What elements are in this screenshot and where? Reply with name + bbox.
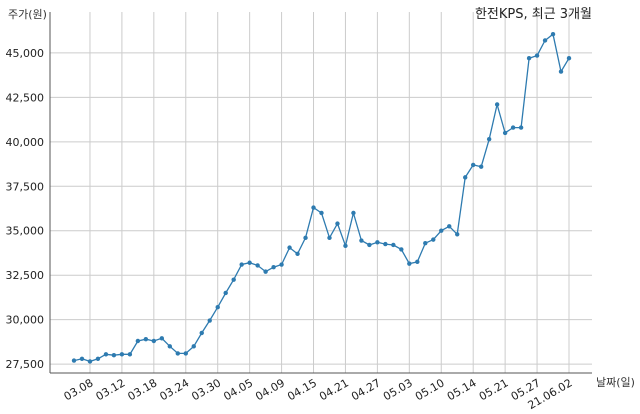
- data-point: [175, 351, 180, 356]
- x-tick-label: 05.21: [477, 376, 511, 403]
- data-point: [95, 356, 101, 361]
- data-point: [359, 238, 364, 243]
- data-point: [159, 336, 165, 341]
- data-point: [87, 359, 93, 364]
- data-point: [271, 264, 276, 270]
- data-point: [566, 56, 572, 61]
- data-point: [526, 56, 532, 61]
- x-tick-label: 04.21: [317, 376, 351, 403]
- data-point: [71, 358, 77, 363]
- data-point: [303, 235, 308, 241]
- data-point: [375, 240, 380, 245]
- data-point: [79, 356, 85, 361]
- data-point: [231, 277, 236, 282]
- y-axis-title: 주가(원): [8, 8, 47, 21]
- data-point: [111, 353, 117, 358]
- x-tick-label: 04.05: [221, 376, 255, 403]
- data-point: [407, 261, 412, 266]
- data-point: [239, 262, 244, 267]
- data-point: [295, 251, 300, 257]
- price-line: [73, 33, 570, 363]
- data-point: [431, 237, 436, 242]
- chart-title: 한전KPS, 최근 3개월: [475, 7, 592, 22]
- x-tick-label: 05.14: [445, 376, 479, 403]
- x-axis-title: 날짜(일): [596, 375, 635, 389]
- data-point: [279, 262, 284, 267]
- data-point: [167, 344, 173, 349]
- data-point: [510, 125, 516, 130]
- data-point: [494, 102, 500, 107]
- data-point: [135, 338, 141, 344]
- y-tick-label: 40,000: [6, 136, 45, 149]
- data-point: [423, 240, 428, 246]
- data-point: [447, 224, 452, 229]
- data-point: [478, 164, 484, 169]
- data-point: [518, 125, 524, 130]
- data-point: [263, 269, 268, 274]
- data-point: [351, 210, 356, 216]
- y-tick-label: 32,500: [6, 269, 45, 282]
- data-point: [311, 205, 316, 210]
- data-point: [327, 235, 332, 241]
- price-series: [71, 32, 572, 364]
- data-point: [127, 352, 133, 357]
- data-point: [383, 241, 388, 247]
- y-tick-label: 42,500: [6, 91, 45, 104]
- x-tick-label: 03.08: [62, 376, 96, 403]
- data-point: [287, 245, 292, 250]
- y-tick-label: 30,000: [6, 314, 45, 327]
- x-tick-label: 05.03: [381, 376, 415, 403]
- data-point: [199, 330, 204, 336]
- data-point: [502, 130, 508, 136]
- x-tick-label: 03.30: [189, 376, 223, 403]
- data-point: [455, 232, 460, 237]
- x-tick-label: 04.27: [349, 376, 383, 403]
- data-point: [463, 175, 468, 180]
- axes: [49, 12, 592, 374]
- y-tick-label: 37,500: [6, 180, 45, 193]
- data-point: [223, 290, 228, 296]
- data-point: [207, 318, 212, 323]
- y-tick-label: 35,000: [6, 225, 45, 238]
- data-point: [151, 338, 157, 344]
- grid-lines: [50, 12, 592, 373]
- data-point: [367, 242, 372, 248]
- x-tick-label: 03.12: [94, 376, 128, 403]
- data-point: [215, 305, 220, 310]
- data-point: [542, 38, 548, 43]
- data-point: [247, 260, 252, 265]
- data-point: [103, 352, 109, 357]
- data-point: [119, 352, 125, 357]
- tick-labels: 27,500 30,000 32,500 35,000 37,500 40,000 42,5…: [6, 47, 575, 412]
- data-point: [191, 344, 196, 349]
- y-tick-label: 27,500: [6, 358, 45, 371]
- data-point: [255, 263, 260, 268]
- data-point: [470, 162, 476, 168]
- x-tick-label: 05.10: [413, 376, 447, 403]
- x-tick-label: 04.15: [285, 376, 319, 403]
- data-point: [415, 259, 420, 265]
- data-point: [486, 136, 492, 142]
- data-point: [534, 53, 540, 58]
- data-point: [550, 32, 556, 37]
- x-tick-label: 03.24: [157, 376, 191, 403]
- data-point: [391, 242, 396, 248]
- data-point: [558, 69, 564, 74]
- data-point: [343, 243, 348, 249]
- x-tick-label: 04.09: [253, 376, 287, 403]
- data-point: [335, 221, 340, 226]
- data-point: [439, 228, 444, 233]
- data-point: [143, 337, 149, 342]
- data-point: [319, 210, 324, 216]
- data-point: [183, 351, 188, 356]
- x-tick-label: 03.18: [126, 376, 160, 403]
- data-point: [399, 247, 404, 252]
- y-tick-label: 45,000: [6, 47, 45, 60]
